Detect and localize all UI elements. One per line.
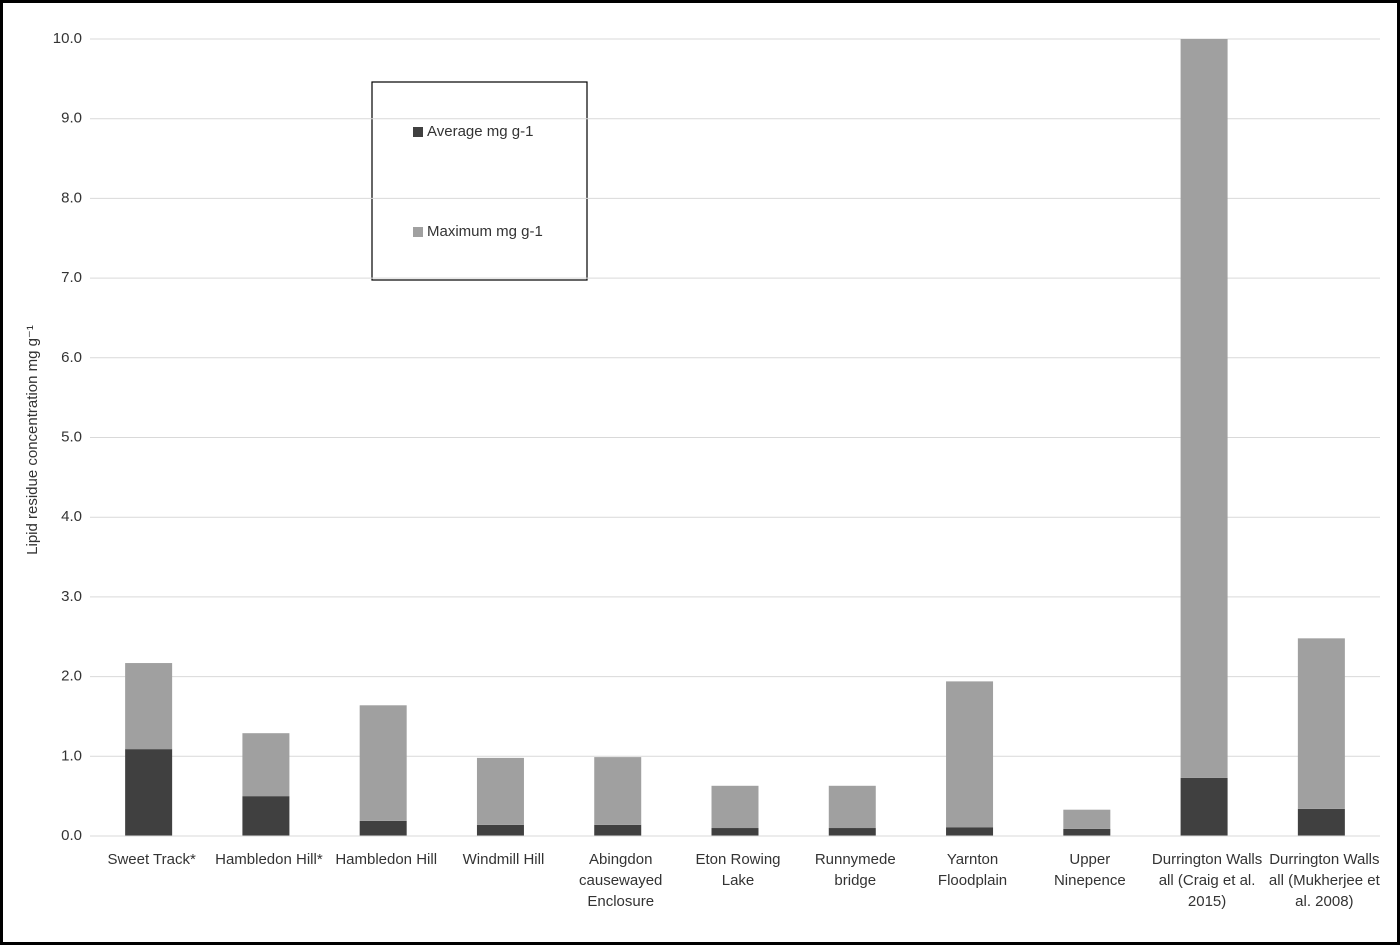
- y-tick-label: 0.0: [61, 827, 82, 844]
- x-tick-label: Hambledon Hill*: [215, 851, 323, 868]
- x-tick-label: Hambledon Hill: [335, 851, 438, 868]
- legend-swatch: [413, 127, 423, 137]
- bar-segment: [711, 828, 759, 836]
- bar-segment: [1297, 638, 1345, 809]
- bar-segment: [125, 663, 173, 750]
- y-tick-label: 8.0: [61, 189, 82, 206]
- x-tick-label: Durrington Walls all (Craig et al. 2015): [1151, 851, 1263, 910]
- chart: Lipid residue concentration mg g⁻¹ 0.0 1.…: [24, 30, 1380, 844]
- y-tick-label: 4.0: [61, 508, 82, 525]
- y-tick-label: 7.0: [61, 269, 82, 286]
- legend-box: [371, 81, 588, 281]
- bar-segment: [1180, 777, 1228, 836]
- bar-segment: [828, 828, 876, 836]
- grid: [90, 38, 1380, 837]
- y-tick-label: 5.0: [61, 428, 82, 445]
- y-axis-title: Lipid residue concentration mg g⁻¹: [24, 325, 41, 555]
- bar-segment: [946, 681, 994, 828]
- bar-segment: [242, 733, 290, 797]
- bar-segment: [476, 824, 524, 836]
- bar-segment: [359, 705, 407, 821]
- bar-segment: [711, 785, 759, 829]
- bar-segment: [1297, 808, 1345, 836]
- bar-segment: [359, 820, 407, 836]
- x-tick-label: Durrington Walls all (Mukherjee et al. 2…: [1268, 851, 1380, 910]
- legend-label: Average mg g-1: [427, 123, 533, 140]
- x-tick-label: Upper Ninepence: [1053, 851, 1126, 889]
- y-tick-label: 6.0: [61, 349, 82, 366]
- bar-segment: [1063, 809, 1111, 829]
- x-tick-label: Eton Rowing Lake: [695, 851, 781, 889]
- x-tick-label: Sweet Track*: [107, 851, 196, 868]
- x-tick-label: Windmill Hill: [462, 851, 545, 868]
- y-tick-label: 1.0: [61, 747, 82, 764]
- y-tick-label: 10.0: [53, 30, 82, 47]
- bar-segment: [594, 824, 642, 836]
- legend-swatch: [413, 227, 423, 237]
- y-tick-label: 3.0: [61, 588, 82, 605]
- bar-segment: [946, 827, 994, 836]
- bar-segment: [125, 749, 173, 836]
- x-tick-label: Runnymede bridge: [814, 851, 896, 889]
- bar-segment: [476, 757, 524, 825]
- y-tick-label: 2.0: [61, 668, 82, 685]
- legend-label: Maximum mg g-1: [427, 223, 543, 240]
- bar-segment: [1063, 828, 1111, 836]
- bar-segment: [828, 785, 876, 829]
- bar-segment: [594, 757, 642, 825]
- x-tick-label: Yarnton Floodplain: [937, 851, 1008, 889]
- x-tick-label: Abingdon causewayed Enclosure: [579, 851, 663, 910]
- y-tick-label: 9.0: [61, 110, 82, 127]
- bar-segment: [1180, 39, 1228, 778]
- bar-segment: [242, 796, 290, 836]
